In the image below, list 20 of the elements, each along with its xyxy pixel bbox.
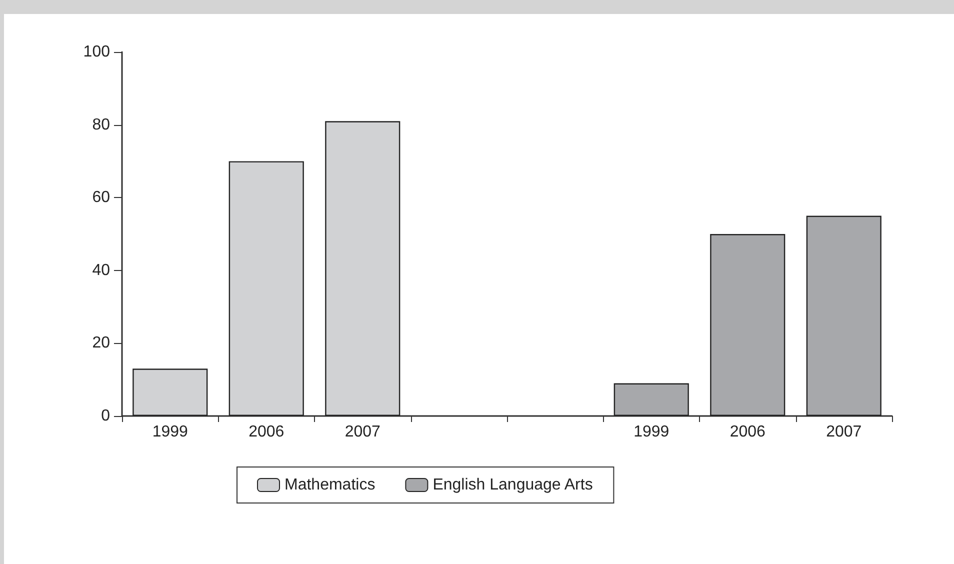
x-tick-label: 1999	[634, 424, 670, 440]
x-tick-label: 2006	[730, 424, 766, 440]
x-tick-label: 2007	[826, 424, 862, 440]
y-tick-label: 20	[92, 334, 110, 352]
y-tick-label: 40	[92, 262, 110, 279]
legend-label: English Language Arts	[432, 476, 593, 494]
x-tick-label: 1999	[152, 424, 188, 440]
bar	[710, 234, 786, 416]
bar	[132, 368, 208, 416]
bar	[325, 121, 400, 416]
y-tick-label: 80	[92, 116, 110, 134]
legend-label: Mathematics	[284, 476, 376, 494]
bar	[806, 216, 882, 416]
y-tick-label: 60	[92, 189, 110, 206]
bar	[614, 383, 689, 416]
x-tick-label: 2006	[248, 424, 284, 440]
x-tick-label: 2007	[344, 424, 381, 440]
bar	[228, 161, 304, 416]
y-tick-label: 100	[83, 44, 110, 60]
y-tick-label: 0	[101, 408, 110, 424]
